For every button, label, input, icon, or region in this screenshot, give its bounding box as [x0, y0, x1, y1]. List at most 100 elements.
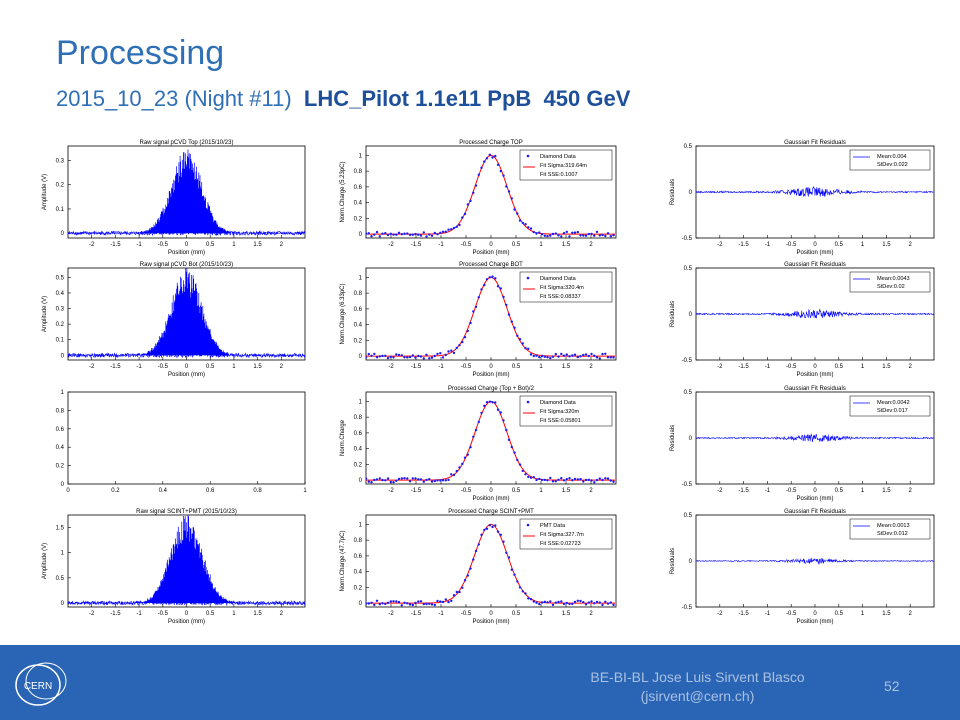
chart-panel: Gaussian Fit Residuals -2 -1.5 -1 -0.5 0 0.5 1 1… [670, 140, 935, 256]
data-point [422, 602, 425, 606]
x-tick-label: -0.5 [786, 488, 797, 494]
x-tick-label: 0.6 [206, 488, 215, 494]
y-axis-label: Amplitude (V) [42, 296, 48, 332]
data-point [595, 230, 599, 234]
x-tick-label: -1.5 [110, 242, 121, 248]
slide-title: Processing [56, 34, 225, 72]
data-point [392, 356, 395, 359]
x-tick-label: -1 [438, 611, 444, 617]
data-point [549, 356, 552, 360]
data-point [571, 479, 574, 482]
data-point [560, 235, 563, 238]
x-tick-label: 0.5 [835, 611, 844, 617]
x-axis-label: Position (mm) [472, 496, 509, 502]
x-tick-label: 1 [861, 242, 865, 248]
x-tick-label: 0.5 [835, 242, 844, 248]
x-tick-label: -1 [136, 242, 142, 248]
x-tick-label: 1.5 [562, 242, 571, 248]
footer-author: BE-BI-BL Jose Luis Sirvent Blasco (jsirv… [520, 668, 875, 706]
data-point [400, 604, 403, 607]
data-point [502, 174, 505, 177]
data-point [373, 352, 376, 356]
data-point [447, 600, 450, 604]
data-point [612, 480, 615, 483]
data-point [571, 231, 574, 234]
x-tick-label: -2 [717, 242, 723, 248]
data-point [411, 603, 414, 607]
legend-box [849, 518, 931, 540]
data-point [601, 478, 604, 482]
x-tick-label: -1.5 [411, 488, 422, 494]
data-point [366, 602, 368, 605]
data-point [389, 232, 392, 235]
data-point [386, 356, 390, 360]
data-point [422, 480, 425, 483]
y-tick-label: 0.1 [56, 207, 65, 213]
y-tick-label: -0.5 [682, 605, 693, 611]
data-point [428, 478, 431, 481]
data-point [598, 234, 601, 237]
data-point [524, 223, 527, 226]
data-point [546, 356, 549, 359]
data-point [419, 355, 423, 358]
x-tick-label: -0.5 [786, 364, 797, 370]
y-tick-label: 1 [61, 390, 65, 396]
x-tick-label: 1.5 [562, 488, 571, 494]
data-point [444, 230, 447, 233]
x-tick-label: 2 [909, 611, 913, 617]
data-point [565, 353, 568, 356]
data-point [598, 477, 601, 480]
x-tick-label: 1 [232, 242, 236, 248]
data-point [436, 599, 439, 603]
x-tick-label: -1 [765, 488, 771, 494]
y-tick-label: 0.4 [354, 323, 363, 329]
y-axis-label: Norm.Charge (6.33pC) [340, 283, 346, 344]
data-point [499, 169, 502, 173]
data-point [582, 480, 585, 483]
legend-entry: Fit SSE:0.05801 [540, 418, 581, 424]
chart-title: Raw signal pCVD Bot (2015/10/23) [140, 262, 233, 268]
data-point [480, 288, 483, 291]
footer-author-name: BE-BI-BL Jose Luis Sirvent Blasco [590, 669, 805, 685]
data-point [535, 478, 538, 482]
data-point [612, 356, 615, 359]
legend-marker-data [526, 523, 530, 527]
data-point [535, 354, 538, 357]
x-tick-label: 0 [813, 242, 817, 248]
data-point [590, 600, 593, 603]
data-point [461, 462, 464, 466]
data-point [477, 173, 480, 176]
data-point [397, 600, 401, 604]
y-axis-label: Residuals [670, 425, 676, 451]
data-point [458, 223, 461, 227]
y-axis-label: Norm.Charge (47.7pC) [340, 530, 346, 591]
data-point [425, 353, 428, 356]
data-point [463, 579, 467, 582]
data-point [510, 197, 513, 200]
data-point [604, 477, 607, 480]
y-tick-label: 0 [61, 482, 65, 488]
data-point [406, 232, 409, 235]
data-point [417, 478, 420, 481]
y-tick-label: 0.4 [354, 201, 363, 207]
x-tick-label: 0.4 [159, 488, 168, 494]
data-point [444, 479, 447, 482]
x-tick-label: -1 [765, 364, 771, 370]
data-point [403, 601, 406, 604]
data-point [595, 478, 599, 482]
residual-trace [696, 186, 934, 197]
data-point [430, 356, 434, 359]
data-point [384, 354, 387, 357]
legend-entry: Fit SSE:0.08337 [540, 294, 581, 300]
legend-marker-data [526, 154, 530, 158]
x-tick-label: -0.5 [158, 364, 169, 370]
data-point [447, 478, 450, 482]
data-point [521, 469, 524, 473]
data-point [439, 600, 442, 603]
x-tick-label: 1.5 [253, 611, 262, 617]
data-point [601, 352, 604, 356]
data-point [444, 598, 447, 601]
residual-trace [696, 433, 934, 443]
data-point [425, 235, 428, 238]
data-point [529, 353, 533, 356]
